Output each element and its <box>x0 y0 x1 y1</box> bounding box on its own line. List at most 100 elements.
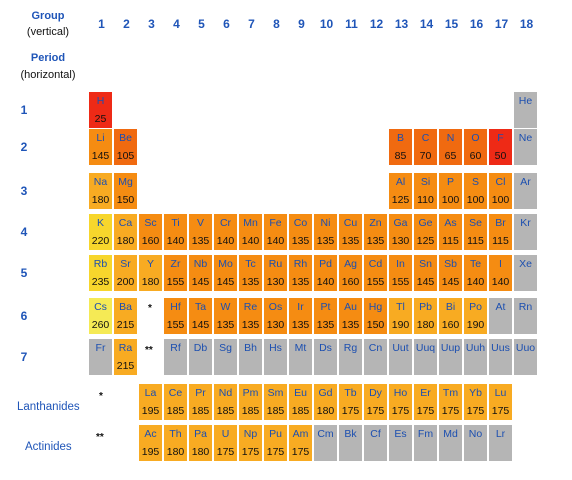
element-cell-y[interactable]: Y 180 <box>139 255 163 292</box>
element-cell-at[interactable]: At <box>489 298 513 335</box>
element-cell-rh[interactable]: Rh 135 <box>289 255 313 292</box>
element-cell-rf[interactable]: Rf <box>164 339 188 376</box>
element-cell-f[interactable]: F 50 <box>489 129 513 166</box>
element-cell-mg[interactable]: Mg 150 <box>114 173 138 210</box>
element-cell-ga[interactable]: Ga 130 <box>389 214 413 251</box>
element-cell-cl[interactable]: Cl 100 <box>489 173 513 210</box>
element-cell-rb[interactable]: Rb 235 <box>89 255 113 292</box>
element-cell-lr[interactable]: Lr <box>489 425 513 462</box>
element-cell-sm[interactable]: Sm 185 <box>264 384 288 421</box>
element-cell-ru[interactable]: Ru 130 <box>264 255 288 292</box>
element-cell-eu[interactable]: Eu 185 <box>289 384 313 421</box>
element-cell-he[interactable]: He <box>514 92 538 129</box>
element-cell-rg[interactable]: Rg <box>339 339 363 376</box>
element-cell-v[interactable]: V 135 <box>189 214 213 251</box>
element-cell-bk[interactable]: Bk <box>339 425 363 462</box>
element-cell-tc[interactable]: Tc 135 <box>239 255 263 292</box>
element-cell-b[interactable]: B 85 <box>389 129 413 166</box>
element-cell-p[interactable]: P 100 <box>439 173 463 210</box>
element-cell-hg[interactable]: Hg 150 <box>364 298 388 335</box>
element-cell-se[interactable]: Se 115 <box>464 214 488 251</box>
element-cell-as[interactable]: As 115 <box>439 214 463 251</box>
element-cell-bi[interactable]: Bi 160 <box>439 298 463 335</box>
element-cell-nb[interactable]: Nb 145 <box>189 255 213 292</box>
element-cell-tl[interactable]: Tl 190 <box>389 298 413 335</box>
element-cell-cm[interactable]: Cm <box>314 425 338 462</box>
element-cell-zr[interactable]: Zr 155 <box>164 255 188 292</box>
element-cell-tb[interactable]: Tb 175 <box>339 384 363 421</box>
element-cell-bh[interactable]: Bh <box>239 339 263 376</box>
element-cell-cd[interactable]: Cd 155 <box>364 255 388 292</box>
element-cell-ds[interactable]: Ds <box>314 339 338 376</box>
element-cell-br[interactable]: Br 115 <box>489 214 513 251</box>
element-cell-sc[interactable]: Sc 160 <box>139 214 163 251</box>
element-cell-ce[interactable]: Ce 185 <box>164 384 188 421</box>
element-cell-rn[interactable]: Rn <box>514 298 538 335</box>
element-cell-h[interactable]: H 25 <box>89 92 113 129</box>
element-cell-dy[interactable]: Dy 175 <box>364 384 388 421</box>
element-cell-mo[interactable]: Mo 145 <box>214 255 238 292</box>
element-cell-si[interactable]: Si 110 <box>414 173 438 210</box>
element-cell-md[interactable]: Md <box>439 425 463 462</box>
element-cell-uus[interactable]: Uus <box>489 339 513 376</box>
element-cell-sr[interactable]: Sr 200 <box>114 255 138 292</box>
element-cell-es[interactable]: Es <box>389 425 413 462</box>
element-cell-uup[interactable]: Uup <box>439 339 463 376</box>
element-cell-mn[interactable]: Mn 140 <box>239 214 263 251</box>
element-cell-pa[interactable]: Pa 180 <box>189 425 213 462</box>
element-cell-u[interactable]: U 175 <box>214 425 238 462</box>
element-cell-pm[interactable]: Pm 185 <box>239 384 263 421</box>
element-cell-ag[interactable]: Ag 160 <box>339 255 363 292</box>
element-cell-yb[interactable]: Yb 175 <box>464 384 488 421</box>
element-cell-i[interactable]: I 140 <box>489 255 513 292</box>
element-cell-ho[interactable]: Ho 175 <box>389 384 413 421</box>
element-cell-o[interactable]: O 60 <box>464 129 488 166</box>
element-cell-uuq[interactable]: Uuq <box>414 339 438 376</box>
element-cell-s[interactable]: S 100 <box>464 173 488 210</box>
element-cell-ca[interactable]: Ca 180 <box>114 214 138 251</box>
element-cell-uuh[interactable]: Uuh <box>464 339 488 376</box>
element-cell-pu[interactable]: Pu 175 <box>264 425 288 462</box>
element-cell-cn[interactable]: Cn <box>364 339 388 376</box>
element-cell-cu[interactable]: Cu 135 <box>339 214 363 251</box>
element-cell-la[interactable]: La 195 <box>139 384 163 421</box>
element-cell-fe[interactable]: Fe 140 <box>264 214 288 251</box>
element-cell-te[interactable]: Te 140 <box>464 255 488 292</box>
element-cell-sb[interactable]: Sb 145 <box>439 255 463 292</box>
element-cell-ba[interactable]: Ba 215 <box>114 298 138 335</box>
element-cell-hs[interactable]: Hs <box>264 339 288 376</box>
element-cell-re[interactable]: Re 135 <box>239 298 263 335</box>
element-cell-ne[interactable]: Ne <box>514 129 538 166</box>
element-cell-fr[interactable]: Fr <box>89 339 113 376</box>
element-cell-nd[interactable]: Nd 185 <box>214 384 238 421</box>
element-cell-ta[interactable]: Ta 145 <box>189 298 213 335</box>
element-cell-ti[interactable]: Ti 140 <box>164 214 188 251</box>
element-cell-pb[interactable]: Pb 180 <box>414 298 438 335</box>
element-cell-os[interactable]: Os 130 <box>264 298 288 335</box>
element-cell-cr[interactable]: Cr 140 <box>214 214 238 251</box>
element-cell-ge[interactable]: Ge 125 <box>414 214 438 251</box>
element-cell-w[interactable]: W 135 <box>214 298 238 335</box>
element-cell-tm[interactable]: Tm 175 <box>439 384 463 421</box>
element-cell-zn[interactable]: Zn 135 <box>364 214 388 251</box>
element-cell-ir[interactable]: Ir 135 <box>289 298 313 335</box>
element-cell-uuo[interactable]: Uuo <box>514 339 538 376</box>
element-cell-gd[interactable]: Gd 180 <box>314 384 338 421</box>
element-cell-na[interactable]: Na 180 <box>89 173 113 210</box>
element-cell-in[interactable]: In 155 <box>389 255 413 292</box>
element-cell-ni[interactable]: Ni 135 <box>314 214 338 251</box>
element-cell-co[interactable]: Co 135 <box>289 214 313 251</box>
element-cell-pt[interactable]: Pt 135 <box>314 298 338 335</box>
element-cell-cf[interactable]: Cf <box>364 425 388 462</box>
element-cell-pd[interactable]: Pd 140 <box>314 255 338 292</box>
element-cell-hf[interactable]: Hf 155 <box>164 298 188 335</box>
element-cell-c[interactable]: C 70 <box>414 129 438 166</box>
element-cell-au[interactable]: Au 135 <box>339 298 363 335</box>
element-cell-al[interactable]: Al 125 <box>389 173 413 210</box>
element-cell-sg[interactable]: Sg <box>214 339 238 376</box>
element-cell-ac[interactable]: Ac 195 <box>139 425 163 462</box>
element-cell-lu[interactable]: Lu 175 <box>489 384 513 421</box>
element-cell-k[interactable]: K 220 <box>89 214 113 251</box>
element-cell-kr[interactable]: Kr <box>514 214 538 251</box>
element-cell-n[interactable]: N 65 <box>439 129 463 166</box>
